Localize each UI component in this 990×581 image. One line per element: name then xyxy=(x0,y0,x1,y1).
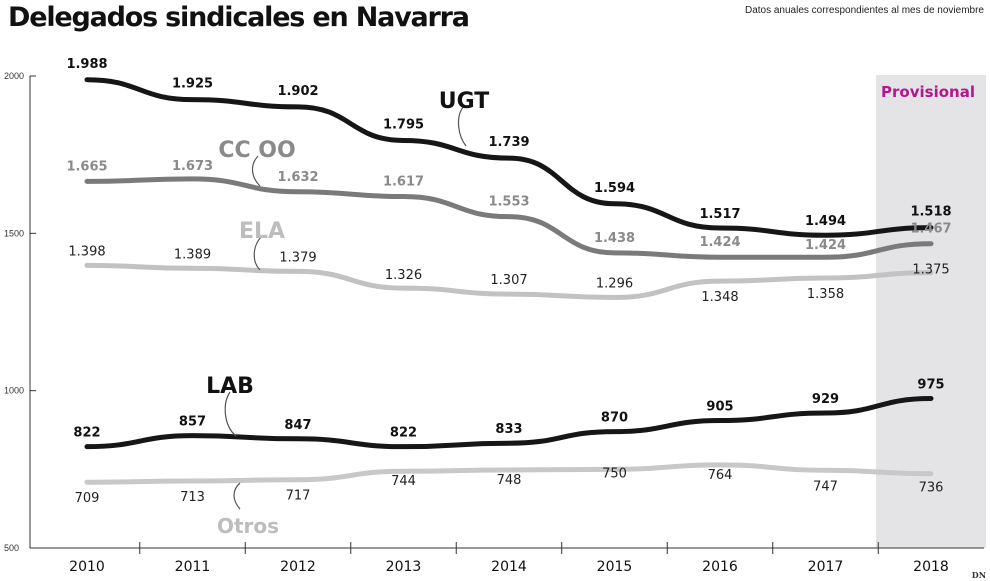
series-names: UGT CC OO ELA LAB Otros xyxy=(206,89,489,538)
provisional-label: Provisional xyxy=(881,83,975,101)
x-tick-label: 2013 xyxy=(386,559,422,575)
series-line-lab xyxy=(84,396,934,450)
y-tick-label: 1000 xyxy=(4,386,24,396)
x-tick-label: 2017 xyxy=(808,559,844,575)
data-label: 709 xyxy=(75,491,100,506)
data-label: 1.375 xyxy=(912,263,949,278)
data-label: 1.553 xyxy=(488,195,529,210)
data-label: 736 xyxy=(919,481,944,496)
data-label: 1.494 xyxy=(805,214,846,229)
y-tick-label: 2000 xyxy=(4,71,24,81)
data-label: 847 xyxy=(284,418,311,433)
provisional-band xyxy=(876,75,986,548)
series-line-ugt xyxy=(84,77,934,238)
x-tick-label: 2012 xyxy=(280,559,316,575)
data-label: 744 xyxy=(391,474,416,489)
data-label: 1.665 xyxy=(66,159,107,174)
data-label: 822 xyxy=(73,426,100,441)
series-name-leader xyxy=(253,235,263,271)
data-label: 1.517 xyxy=(699,207,740,222)
data-label: 1.617 xyxy=(383,175,424,190)
data-label: 1.326 xyxy=(385,268,422,283)
data-label: 905 xyxy=(706,400,733,415)
data-label: 1.379 xyxy=(279,250,316,265)
data-label: 1.307 xyxy=(490,273,527,288)
data-label: 713 xyxy=(180,490,205,505)
data-label: 1.438 xyxy=(594,231,635,246)
data-label: 750 xyxy=(602,466,627,481)
x-tick-label: 2016 xyxy=(702,559,738,575)
series-label-leaders xyxy=(224,105,467,510)
data-label: 1.296 xyxy=(596,277,633,292)
data-label: 1.988 xyxy=(66,57,107,72)
series-name-leader xyxy=(457,105,467,147)
data-label: 857 xyxy=(179,415,206,430)
data-label: 1.795 xyxy=(383,118,424,133)
data-label: 1.348 xyxy=(701,290,738,305)
data-label: 1.358 xyxy=(807,287,844,302)
chart-subtitle: Datos anuales correspondientes al mes de… xyxy=(744,5,984,16)
series-line-ela xyxy=(84,262,934,301)
x-tick-label: 2015 xyxy=(597,559,633,575)
x-ticks: 2010 2011 2012 2013 2014 2015 2016 2017 2018 xyxy=(69,542,949,575)
series-name-label: Otros xyxy=(217,514,279,538)
series-name-label: UGT xyxy=(439,89,490,114)
series-name-leader xyxy=(233,482,241,510)
y-tick-label: 500 xyxy=(4,543,19,553)
data-label: 1.925 xyxy=(172,77,213,92)
data-label: 1.673 xyxy=(172,159,213,174)
data-labels: 1.988 1.925 1.902 1.795 1.739 1.594 1.517 1.494… xyxy=(66,57,951,506)
data-label: 975 xyxy=(917,378,944,393)
data-label: 1.424 xyxy=(699,235,740,250)
data-label: 1.467 xyxy=(910,222,951,237)
y-tick-label: 1500 xyxy=(4,228,24,238)
data-label: 1.398 xyxy=(68,244,105,259)
series-name-label: ELA xyxy=(239,219,285,244)
x-tick-label: 2010 xyxy=(69,559,105,575)
data-label: 717 xyxy=(286,489,311,504)
source-logo: DN xyxy=(972,570,986,580)
data-label: 748 xyxy=(497,473,522,488)
data-label: 1.518 xyxy=(910,205,951,220)
series-name-label: LAB xyxy=(206,374,254,399)
series-name-leader xyxy=(251,155,261,187)
data-label: 1.739 xyxy=(488,135,529,150)
x-tick-label: 2018 xyxy=(913,559,949,575)
data-label: 1.632 xyxy=(277,170,318,185)
x-tick-label: 2014 xyxy=(491,559,527,575)
series-name-leader xyxy=(224,391,237,437)
y-ticks: 500 1000 1500 2000 xyxy=(4,71,36,553)
data-label: 764 xyxy=(708,468,733,483)
series-line-otros xyxy=(84,462,934,485)
data-label: 1.424 xyxy=(805,238,846,253)
series-lines xyxy=(84,77,934,485)
series-line-cc-oo xyxy=(84,176,934,260)
x-tick-label: 2011 xyxy=(175,559,211,575)
data-label: 1.594 xyxy=(594,181,635,196)
data-label: 929 xyxy=(812,392,839,407)
data-label: 747 xyxy=(813,479,838,494)
series-name-label: CC OO xyxy=(218,138,295,163)
chart-title: Delegados sindicales en Navarra xyxy=(8,2,470,33)
data-label: 822 xyxy=(390,426,417,441)
data-label: 870 xyxy=(601,411,628,426)
data-label: 1.902 xyxy=(277,84,318,99)
data-label: 1.389 xyxy=(174,247,211,262)
data-label: 833 xyxy=(495,422,522,437)
